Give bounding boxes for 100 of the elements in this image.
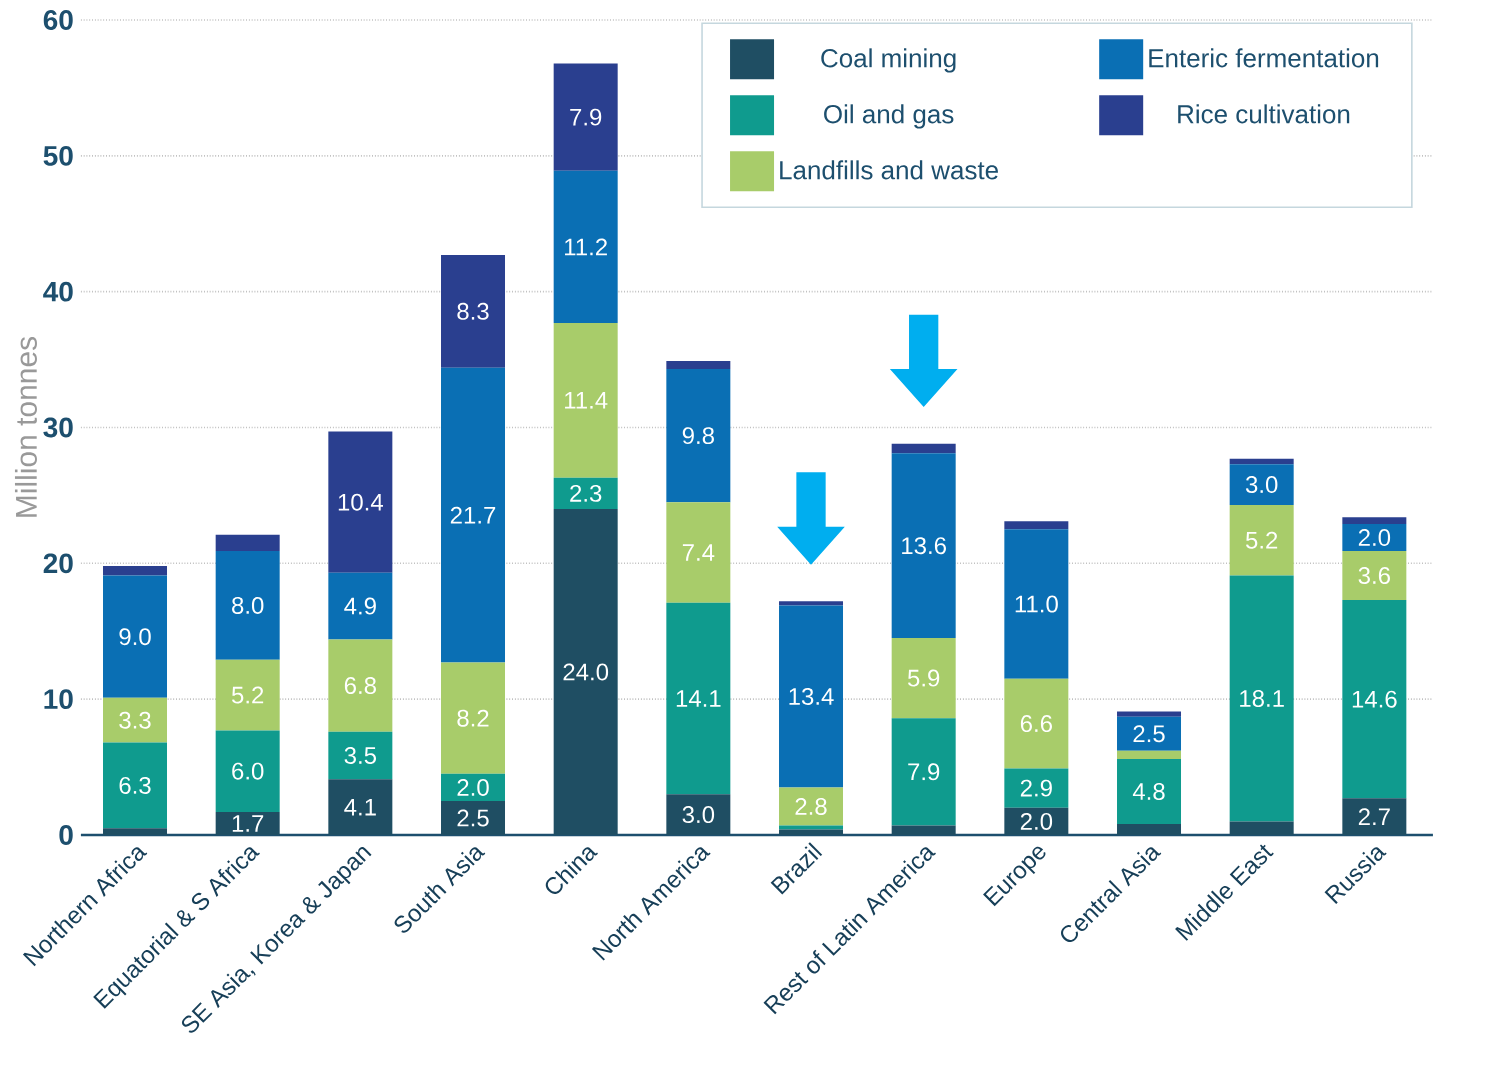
data-label: 8.0 (232, 596, 264, 614)
data-label: 9.8 (682, 427, 714, 445)
data-label: 1.7 (232, 815, 264, 832)
y-tick-label: 40 (43, 281, 73, 302)
data-label: 6.8 (344, 677, 376, 695)
data-label: 2.8 (795, 797, 827, 815)
data-label: 7.4 (682, 544, 715, 561)
bar (1004, 768, 1069, 808)
data-label: 4.9 (344, 597, 376, 615)
data-label: 2.9 (1020, 779, 1052, 797)
data-label: 2.5 (1133, 725, 1165, 743)
data-label: 5.2 (231, 686, 264, 704)
data-label: 13.6 (902, 537, 946, 555)
bar (328, 639, 393, 732)
bar (891, 443, 956, 454)
bar (215, 659, 280, 731)
bar (1117, 716, 1182, 751)
data-label: 3.0 (1245, 476, 1278, 494)
bar (666, 502, 731, 603)
bar (891, 638, 956, 719)
data-label: 11.0 (1015, 595, 1058, 613)
data-label: 14.6 (1352, 690, 1397, 708)
bar (1342, 600, 1407, 799)
bar (779, 601, 844, 606)
bar (328, 431, 393, 573)
data-label: 5.2 (1245, 531, 1278, 549)
bar (1117, 758, 1182, 825)
y-tick-label: 0 (59, 825, 73, 845)
bar (1117, 711, 1182, 717)
bar (1342, 517, 1407, 524)
legend-label: Coal mining (821, 48, 956, 73)
y-tick-label: 50 (43, 145, 73, 166)
data-label: 2.0 (1020, 812, 1053, 830)
y-tick-label: 20 (43, 553, 73, 574)
bar (103, 697, 168, 743)
bar (328, 572, 393, 640)
data-label: 18.1 (1240, 689, 1284, 707)
bar (1229, 575, 1294, 822)
bar (553, 63, 618, 171)
bar (666, 360, 731, 370)
bar (441, 773, 506, 802)
data-label: 2.0 (1358, 529, 1391, 546)
data-label: 3.3 (119, 711, 151, 729)
y-tick-label: 30 (43, 417, 73, 438)
bar (553, 170, 618, 323)
legend-label: Landfills and waste (780, 160, 998, 180)
bar (328, 731, 393, 780)
bar (103, 566, 168, 576)
data-label: 2.7 (1358, 808, 1390, 826)
data-label: 10.4 (338, 493, 383, 511)
bar (1117, 750, 1182, 759)
bar (103, 575, 168, 698)
bar (103, 742, 168, 829)
data-label: 7.9 (908, 763, 940, 781)
bar (215, 730, 280, 812)
data-label: 6.6 (1020, 715, 1052, 733)
data-label: 24.0 (563, 663, 609, 681)
legend-label: Enteric fermentation (1149, 48, 1379, 68)
data-label: 3.0 (682, 806, 715, 824)
bar (779, 605, 844, 788)
data-label: 3.6 (1358, 567, 1390, 585)
bar (779, 787, 844, 826)
bar (891, 718, 956, 826)
data-label: 6.0 (232, 762, 264, 780)
bar (1229, 464, 1294, 505)
data-label: 8.3 (457, 302, 489, 320)
bar (441, 662, 506, 774)
bar (215, 534, 280, 552)
bar (215, 551, 280, 660)
data-label: 9.0 (119, 628, 151, 646)
data-label: 13.4 (789, 687, 834, 705)
y-tick-label: 60 (43, 10, 73, 30)
data-label: 7.9 (570, 108, 602, 126)
data-label: 5.9 (907, 669, 940, 687)
y-tick-label: 10 (44, 689, 73, 710)
data-label: 8.2 (457, 709, 489, 727)
bar (1342, 551, 1407, 600)
bar (1229, 458, 1294, 465)
data-label: 6.3 (119, 776, 151, 794)
data-label: 14.1 (676, 690, 721, 707)
legend-label: Rice cultivation (1178, 104, 1350, 124)
bar (553, 322, 618, 478)
data-label: 2.0 (457, 778, 489, 796)
data-label: 4.8 (1132, 783, 1165, 800)
bar (1004, 521, 1069, 530)
data-label: 11.2 (565, 238, 607, 256)
data-label: 2.3 (570, 484, 602, 502)
bar (779, 825, 844, 830)
bar (1229, 504, 1294, 576)
bar (1342, 523, 1407, 552)
data-label: 4.1 (344, 798, 376, 816)
bar (441, 254, 506, 368)
y-axis-title: Million tonnes (14, 336, 37, 517)
bar (441, 367, 506, 663)
bar (666, 369, 731, 503)
bar (1004, 529, 1069, 679)
bar (666, 602, 731, 795)
bar (553, 477, 618, 509)
legend-label: Oil and gas (824, 104, 954, 129)
data-label: 3.5 (344, 747, 376, 764)
